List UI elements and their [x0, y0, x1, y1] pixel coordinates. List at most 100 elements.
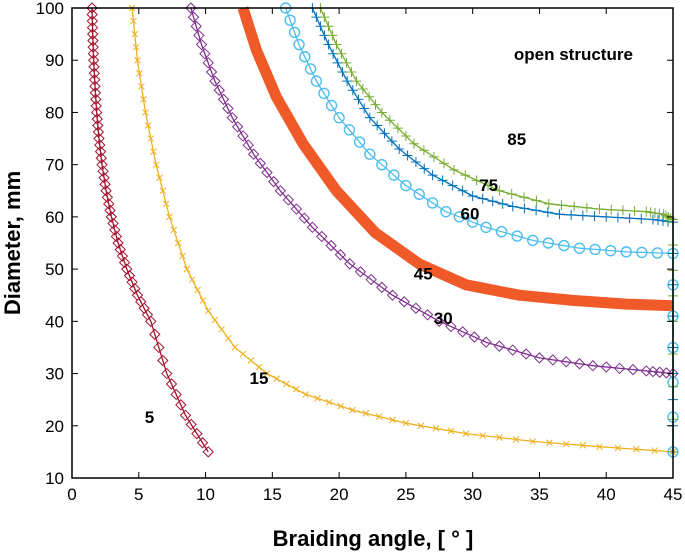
series-4-point-24	[527, 234, 539, 247]
series-5-point-20	[427, 170, 438, 181]
series-0-point-49	[149, 328, 161, 341]
series-5-point-24	[467, 191, 478, 201]
series-6-point-4	[331, 39, 342, 50]
series-5-point-33	[566, 209, 577, 220]
series-4-point-1	[284, 14, 296, 26]
series-0-point-5	[87, 34, 99, 47]
series-2-point-40	[480, 336, 492, 348]
series-0-point-27	[99, 178, 111, 190]
series-2-point-22	[290, 203, 303, 215]
series-5-point-41	[652, 215, 663, 226]
series-0-point-37	[114, 243, 126, 256]
series-2-point-2	[190, 20, 202, 32]
series-0-point-17	[91, 113, 103, 125]
series-1-point-18	[174, 239, 182, 247]
series-1-point-35	[292, 385, 300, 393]
series-1-point-45	[417, 422, 425, 430]
series-2-point-39	[468, 331, 481, 343]
series-4-point-8	[325, 99, 338, 112]
series-1-point-13	[156, 174, 163, 182]
series-1-point-31	[255, 363, 263, 371]
x-tick-label-9: 45	[664, 485, 683, 504]
series-4-point-5	[304, 63, 317, 75]
series-2-point-0	[185, 2, 197, 14]
series-2-point-42	[507, 344, 519, 356]
series-4-point-20	[466, 216, 479, 228]
series-1-point-25	[211, 316, 219, 324]
series-6-point-35	[629, 206, 640, 217]
series-0-point-51	[157, 354, 169, 367]
series-2-point-21	[282, 194, 295, 206]
series-3-line	[237, 6, 674, 312]
series-0-point-29	[101, 191, 114, 204]
series-2-point-32	[386, 289, 399, 301]
series-0-point-22	[94, 145, 107, 158]
series-5-point-40	[647, 214, 658, 225]
series-5-point-42	[657, 215, 668, 226]
series-4-point-26	[558, 239, 570, 252]
y-tick-label-2: 30	[45, 365, 64, 384]
series-1-point-17	[170, 226, 178, 234]
series-0-point-42	[126, 276, 138, 288]
series-1-point-4	[134, 56, 141, 64]
series-2-point-20	[274, 185, 287, 197]
series-2-point-23	[298, 212, 311, 224]
series-0-point-54	[170, 388, 182, 401]
series-5-point-34	[577, 210, 588, 221]
series-0-point-10	[88, 67, 101, 79]
series-2-point-9	[213, 84, 225, 96]
series-4-point-21	[480, 221, 492, 234]
series-0-point-58	[191, 427, 203, 440]
series-4-point-29	[604, 244, 617, 257]
series-6-point-29	[556, 200, 567, 211]
series-0-point-40	[121, 263, 133, 275]
series-6-point-25	[506, 189, 517, 200]
series-2-point-45	[547, 354, 559, 366]
series-4-point-6	[310, 75, 323, 87]
series-1-point-15	[162, 200, 170, 208]
series-0-point-2	[86, 15, 99, 27]
series-1-point-44	[402, 419, 410, 427]
series-1-point-54	[562, 440, 570, 448]
series-6-point-36	[641, 206, 652, 217]
series-2-point-12	[226, 111, 238, 124]
series-0-point-39	[118, 256, 131, 269]
series-6-point-18	[428, 151, 439, 162]
series-6-point-12	[376, 107, 387, 118]
series-2-point-38	[456, 326, 469, 338]
series-0-point-3	[86, 21, 99, 34]
series-1-point-56	[596, 443, 603, 451]
series-5-point-17	[402, 150, 413, 161]
series-6-point-21	[460, 170, 471, 181]
series-2-point-49	[600, 361, 612, 373]
series-4-point-2	[288, 26, 301, 39]
series-2-point-6	[202, 57, 214, 69]
x-tick-label-3: 15	[263, 485, 282, 504]
y-tick-label-9: 100	[36, 0, 64, 18]
series-2-point-51	[627, 363, 639, 376]
series-5-point-18	[410, 157, 421, 168]
series-2-point-31	[376, 281, 388, 294]
series-1-point-14	[159, 187, 167, 195]
series-6-point-33	[606, 204, 617, 215]
series-0-point-41	[123, 269, 136, 282]
series-6-point-17	[418, 145, 429, 156]
y-tick-label-4: 50	[45, 260, 64, 279]
series-5-point-35	[589, 211, 600, 222]
series-2-point-47	[573, 358, 586, 370]
series-4-point-15	[400, 179, 412, 192]
series-6-point-14	[392, 123, 403, 134]
series-4-line	[285, 7, 674, 452]
series-2-point-24	[306, 221, 319, 234]
series-4-point-4	[299, 51, 311, 63]
series-0-point-53	[165, 378, 178, 390]
x-axis-label: Braiding angle, [ ° ]	[273, 526, 474, 551]
series-5-point-21	[437, 175, 448, 186]
series-0-point-52	[161, 367, 173, 380]
series-4-point-18	[440, 205, 452, 218]
series-1-point-1	[130, 17, 137, 25]
series-5-point-23	[457, 185, 468, 196]
series-0-point-28	[100, 185, 112, 197]
series-5-point-16	[394, 144, 405, 154]
